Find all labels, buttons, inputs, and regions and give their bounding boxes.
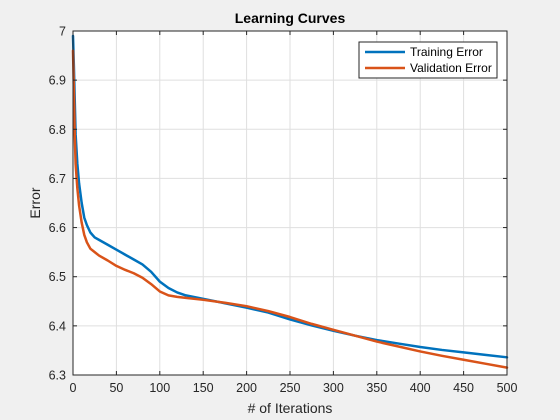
- y-tick-label: 6.4: [49, 319, 66, 333]
- x-tick-label: 250: [280, 381, 301, 395]
- x-axis-label: # of Iterations: [248, 400, 333, 416]
- y-tick-label: 6.3: [49, 369, 66, 383]
- x-tick-label: 100: [149, 381, 170, 395]
- legend-label-validation: Validation Error: [410, 61, 492, 75]
- y-tick-label: 6.6: [49, 221, 66, 235]
- x-tick-label: 300: [323, 381, 344, 395]
- y-axis-label: Error: [27, 187, 43, 218]
- x-tick-label: 150: [193, 381, 214, 395]
- x-tick-label: 350: [366, 381, 387, 395]
- validation-error-line: [71, 49, 509, 369]
- y-tick-label: 6.7: [49, 172, 66, 186]
- series-lines: [71, 34, 509, 369]
- y-tick-label: 6.5: [49, 270, 66, 284]
- x-tick-label: 500: [497, 381, 518, 395]
- legend-box: [358, 41, 498, 79]
- y-tick-label: 6.9: [49, 74, 66, 88]
- legend-label-training: Training Error: [410, 45, 483, 59]
- x-tick-label: 400: [410, 381, 431, 395]
- x-tick-label: 450: [453, 381, 474, 395]
- x-tick-label: 0: [70, 381, 77, 395]
- legend: Training Error Validation Error: [358, 41, 498, 79]
- training-error-line: [71, 34, 509, 359]
- axis-ticks: 0 50 100 150 200 250 300 350 400 450 500 6.3 6.4 6.5 6…: [49, 25, 518, 396]
- y-tick-label: 6.8: [49, 123, 66, 137]
- y-tick-label: 7: [59, 25, 66, 39]
- x-tick-label: 200: [236, 381, 257, 395]
- x-tick-label: 50: [109, 381, 123, 395]
- chart-title: Learning Curves: [235, 10, 346, 26]
